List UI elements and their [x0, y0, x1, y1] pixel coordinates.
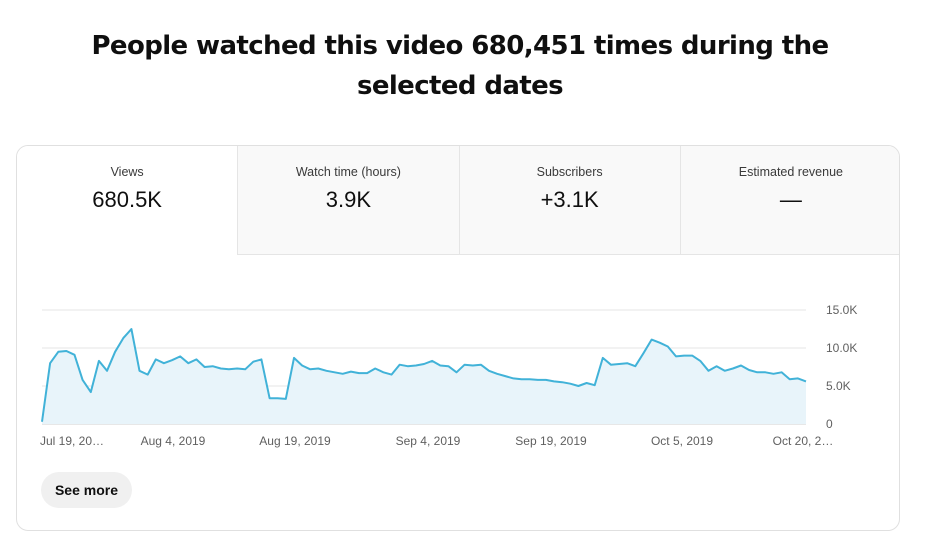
tab-subscribers[interactable]: Subscribers +3.1K [458, 146, 680, 255]
y-tick-label: 10.0K [826, 341, 857, 355]
y-tick-label: 5.0K [826, 379, 851, 393]
tab-estimated-revenue-value: — [779, 187, 802, 212]
views-series-line [41, 328, 807, 422]
tab-views[interactable]: Views 680.5K [17, 146, 238, 255]
page-headline: People watched this video 680,451 times … [91, 31, 829, 101]
metric-tabs: Views 680.5K Watch time (hours) 3.9K Sub… [17, 146, 899, 255]
x-tick-label: Sep 4, 2019 [396, 434, 461, 448]
tab-views-label: Views [110, 165, 144, 179]
views-series-area [42, 329, 806, 424]
tab-subscribers-label: Subscribers [536, 165, 603, 179]
x-tick-label: Oct 20, 2… [773, 434, 834, 448]
see-more-button[interactable]: See more [41, 472, 132, 508]
x-tick-label: Sep 19, 2019 [515, 434, 587, 448]
x-tick-label: Aug 19, 2019 [259, 434, 331, 448]
y-tick-label: 15.0K [826, 303, 857, 317]
tab-estimated-revenue-label: Estimated revenue [738, 165, 843, 179]
x-tick-label: Oct 5, 2019 [651, 434, 713, 448]
tab-watch-time-label: Watch time (hours) [295, 165, 401, 179]
x-tick-label: Jul 19, 20… [40, 434, 104, 448]
tab-watch-time[interactable]: Watch time (hours) 3.9K [237, 146, 459, 255]
tab-subscribers-value: +3.1K [540, 187, 599, 212]
x-tick-label: Aug 4, 2019 [141, 434, 206, 448]
tab-estimated-revenue[interactable]: Estimated revenue — [679, 146, 899, 255]
y-tick-label: 0 [826, 417, 833, 431]
tab-watch-time-value: 3.9K [325, 187, 371, 212]
views-chart: 0 5.0K 10.0K 15.0K Jul 19, 20… Aug 4, 2019 Aug… [40, 303, 857, 448]
tab-views-value: 680.5K [92, 187, 162, 212]
analytics-card: Views 680.5K Watch time (hours) 3.9K Sub… [16, 145, 900, 531]
